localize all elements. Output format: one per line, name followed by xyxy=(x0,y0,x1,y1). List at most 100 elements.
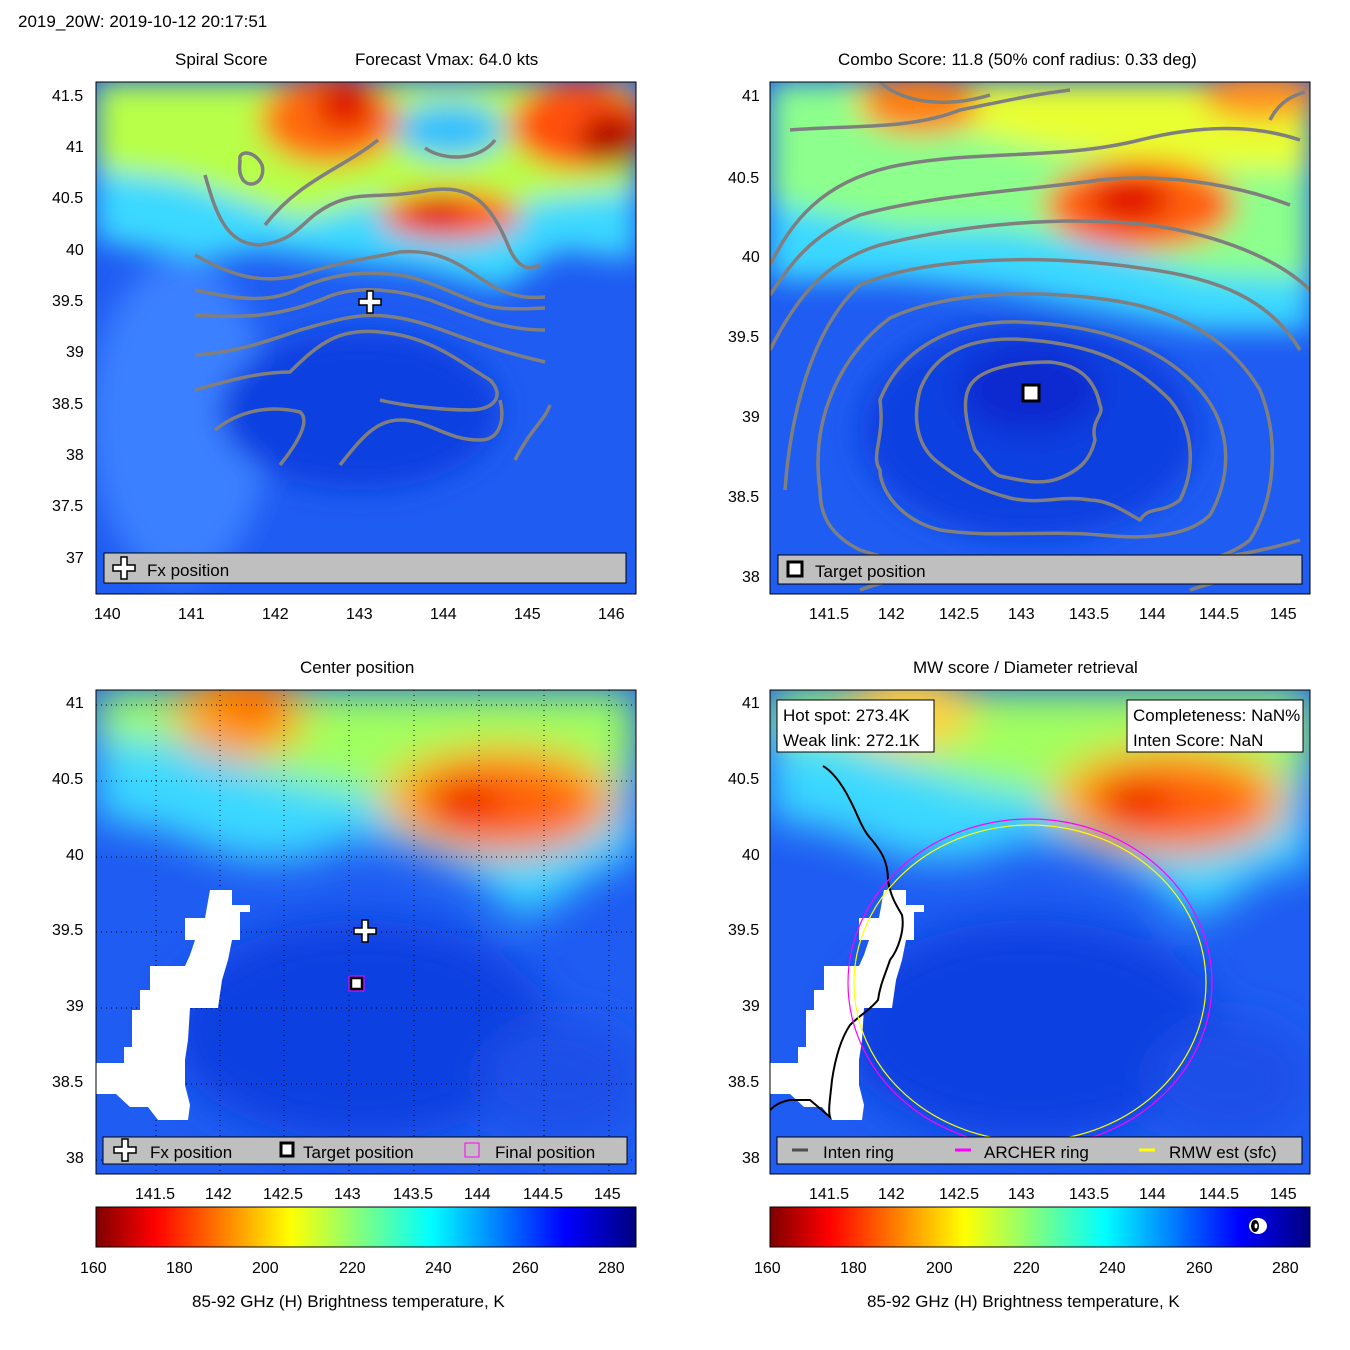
inten-score-text: Inten Score: NaN xyxy=(1133,731,1264,750)
colorbar-tick: 200 xyxy=(252,1260,279,1277)
x-tick: 145 xyxy=(514,606,541,623)
y-tick: 39 xyxy=(66,344,84,361)
colorbar-marker xyxy=(1249,1218,1267,1234)
spiral-title: Spiral Score xyxy=(175,50,268,69)
x-tick: 143.5 xyxy=(1069,1186,1110,1203)
legend-final-icon xyxy=(464,1142,480,1158)
colorbar-tick: 200 xyxy=(926,1260,953,1277)
colorbar-label: 85-92 GHz (H) Brightness temperature, K xyxy=(867,1292,1180,1311)
x-tick: 142.5 xyxy=(939,606,980,623)
y-tick: 41 xyxy=(742,695,760,712)
colorbar-tick: 240 xyxy=(425,1260,452,1277)
center-grid xyxy=(96,690,636,1174)
y-tick: 39 xyxy=(66,998,84,1015)
y-tick: 40 xyxy=(742,249,760,266)
mw-legend-box xyxy=(776,1136,1303,1165)
x-tick: 141.5 xyxy=(809,606,850,623)
x-tick: 142 xyxy=(878,1186,905,1203)
colorbar-tick: 180 xyxy=(166,1260,193,1277)
legend-target-icon xyxy=(786,560,804,578)
forecast-vmax-label: Forecast Vmax: 64.0 kts xyxy=(355,50,539,69)
center-axes-box xyxy=(95,689,637,1175)
spiral-heatmap xyxy=(96,82,636,594)
y-tick: 38.5 xyxy=(728,489,760,506)
y-tick: 39.5 xyxy=(728,329,760,346)
inten-ring xyxy=(770,765,904,1120)
x-tick: 144.5 xyxy=(523,1186,564,1203)
legend-fx-label: Fx position xyxy=(147,561,230,580)
colorbar-tick: 220 xyxy=(1013,1260,1040,1277)
y-tick: 38 xyxy=(742,569,760,586)
colorbar-tick: 160 xyxy=(80,1260,107,1277)
y-tick: 39 xyxy=(742,409,760,426)
colorbar-tick: 260 xyxy=(1186,1260,1213,1277)
legend-fx-icon-center xyxy=(113,1138,137,1162)
legend-inten-ring-label: Inten ring xyxy=(823,1143,894,1162)
x-tick: 145 xyxy=(594,1186,621,1203)
x-tick: 144 xyxy=(430,606,457,623)
weak-link-text: Weak link: 272.1K xyxy=(783,731,920,750)
colorbar-tick: 260 xyxy=(512,1260,539,1277)
spiral-axes-box xyxy=(95,81,637,595)
y-tick: 38.5 xyxy=(52,396,84,413)
y-tick: 40.5 xyxy=(728,771,760,788)
y-tick: 38 xyxy=(742,1150,760,1167)
y-tick: 40 xyxy=(66,242,84,259)
mw-title: MW score / Diameter retrieval xyxy=(913,658,1138,677)
legend-target-icon-center xyxy=(279,1141,295,1158)
page-title: 2019_20W: 2019-10-12 20:17:51 xyxy=(18,12,268,31)
colorbar-tick: 240 xyxy=(1099,1260,1126,1277)
x-tick: 142.5 xyxy=(939,1186,980,1203)
y-tick: 37.5 xyxy=(52,498,84,515)
fx-position-marker-center xyxy=(353,919,377,943)
colorbar-tick: 220 xyxy=(339,1260,366,1277)
spiral-legend-box xyxy=(103,552,627,584)
x-tick: 144 xyxy=(1139,1186,1166,1203)
y-tick: 40 xyxy=(742,847,760,864)
x-tick: 141.5 xyxy=(809,1186,850,1203)
hot-spot-text: Hot spot: 273.4K xyxy=(783,706,910,725)
legend-final-label: Final position xyxy=(495,1143,596,1162)
y-tick: 39 xyxy=(742,998,760,1015)
colorbar-tick: 180 xyxy=(840,1260,867,1277)
legend-target-label: Target position xyxy=(815,562,926,581)
final-position-marker xyxy=(348,975,365,992)
x-tick: 146 xyxy=(598,606,625,623)
colorbar-left xyxy=(95,1206,637,1248)
y-tick: 38.5 xyxy=(728,1074,760,1091)
x-tick: 144.5 xyxy=(1199,606,1240,623)
combo-title: Combo Score: 11.8 (50% conf radius: 0.33… xyxy=(838,50,1197,69)
x-tick: 141.5 xyxy=(135,1186,176,1203)
x-tick: 142.5 xyxy=(263,1186,304,1203)
y-tick: 39.5 xyxy=(52,293,84,310)
x-tick: 142 xyxy=(205,1186,232,1203)
y-tick: 39.5 xyxy=(728,922,760,939)
x-tick: 140 xyxy=(94,606,121,623)
y-tick: 39.5 xyxy=(52,922,84,939)
y-tick: 41 xyxy=(742,88,760,105)
x-tick: 144 xyxy=(464,1186,491,1203)
y-tick: 38.5 xyxy=(52,1074,84,1091)
legend-rmw-label: RMW est (sfc) xyxy=(1169,1143,1277,1162)
mw-info-left-box xyxy=(776,699,935,753)
y-tick: 38 xyxy=(66,1150,84,1167)
x-tick: 143.5 xyxy=(1069,606,1110,623)
target-position-marker xyxy=(1021,383,1041,403)
x-tick: 143.5 xyxy=(393,1186,434,1203)
x-tick: 142 xyxy=(878,606,905,623)
legend-target-label-center: Target position xyxy=(303,1143,414,1162)
center-heatmap xyxy=(96,690,636,1174)
y-tick: 41 xyxy=(66,139,84,156)
y-tick: 40.5 xyxy=(52,190,84,207)
legend-fx-icon xyxy=(112,556,136,580)
center-legend-box xyxy=(102,1136,628,1165)
colorbar-label: 85-92 GHz (H) Brightness temperature, K xyxy=(192,1292,505,1311)
y-tick: 40.5 xyxy=(52,771,84,788)
land-mask-mw xyxy=(770,890,924,1120)
fx-position-marker xyxy=(358,290,382,314)
mw-info-right-box xyxy=(1126,699,1304,753)
legend-archer-ring-label: ARCHER ring xyxy=(984,1143,1089,1162)
land-mask xyxy=(96,890,250,1120)
y-tick: 37 xyxy=(66,550,84,567)
